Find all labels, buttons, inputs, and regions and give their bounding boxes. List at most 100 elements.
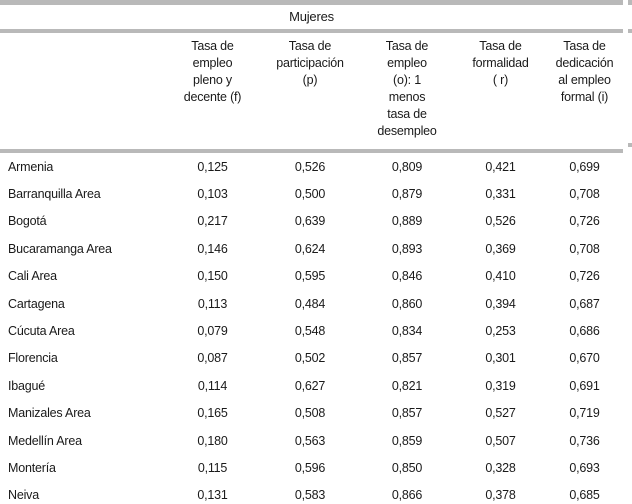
value-cell: 0,726 — [569, 269, 600, 284]
city-cell: Ibagué — [8, 378, 46, 393]
value-cell: 0,125 — [197, 159, 228, 174]
value-cell: 0,719 — [569, 406, 600, 421]
value-cell: 0,500 — [294, 187, 326, 202]
value-cell: 0,526 — [485, 214, 516, 229]
value-cell: 0,866 — [391, 488, 423, 503]
value-cell: 0,670 — [569, 351, 600, 366]
value-cell: 0,639 — [294, 214, 326, 229]
table-row: Medellín Area 0,180 0,563 0,859 0,507 0,736 — [0, 427, 623, 454]
value-cell: 0,708 — [569, 187, 600, 202]
header-tasa-empleo: Tasa de empleo (o): 1 menos tasa de dese… — [359, 33, 455, 153]
value-cell: 0,595 — [294, 269, 326, 284]
value-cell: 0,507 — [485, 433, 516, 448]
value-cell: 0,857 — [391, 351, 423, 366]
table-row: Cartagena 0,113 0,484 0,860 0,394 0,687 — [0, 290, 623, 317]
cropped-next-table-rule-sliver — [628, 29, 632, 33]
value-cell: 0,217 — [197, 214, 228, 229]
cropped-next-table-rule-sliver — [628, 0, 632, 5]
value-cell: 0,319 — [485, 378, 516, 393]
table-header: Tasa de empleo pleno y decente (f) Tasa … — [0, 33, 623, 153]
value-cell: 0,687 — [569, 296, 600, 311]
value-cell: 0,693 — [569, 460, 600, 475]
value-cell: 0,087 — [197, 351, 228, 366]
value-cell: 0,180 — [197, 433, 228, 448]
city-cell: Cali Area — [8, 269, 57, 284]
value-cell: 0,624 — [294, 241, 326, 256]
table-row: Manizales Area 0,165 0,508 0,857 0,527 0,719 — [0, 400, 623, 427]
title-separator-rule — [0, 29, 623, 33]
city-cell: Florencia — [8, 351, 58, 366]
value-cell: 0,879 — [391, 187, 423, 202]
value-cell: 0,103 — [197, 187, 228, 202]
value-cell: 0,526 — [294, 159, 326, 174]
value-cell: 0,893 — [391, 241, 423, 256]
table-row: Montería 0,115 0,596 0,850 0,328 0,693 — [0, 454, 623, 481]
table-row: Bogotá 0,217 0,639 0,889 0,526 0,726 — [0, 208, 623, 235]
value-cell: 0,508 — [294, 406, 326, 421]
table-row: Cúcuta Area 0,079 0,548 0,834 0,253 0,686 — [0, 317, 623, 344]
value-cell: 0,708 — [569, 241, 600, 256]
table-row: Florencia 0,087 0,502 0,857 0,301 0,670 — [0, 345, 623, 372]
value-cell: 0,850 — [391, 460, 423, 475]
table-row: Barranquilla Area 0,103 0,500 0,879 0,331 0,7… — [0, 180, 623, 207]
value-cell: 0,484 — [294, 296, 326, 311]
value-cell: 0,859 — [391, 433, 423, 448]
value-cell: 0,253 — [485, 324, 516, 339]
value-cell: 0,369 — [485, 241, 516, 256]
table-row: Neiva 0,131 0,583 0,866 0,378 0,685 — [0, 482, 623, 504]
value-cell: 0,726 — [569, 214, 600, 229]
city-cell: Barranquilla Area — [8, 187, 101, 202]
table-row: Ibagué 0,114 0,627 0,821 0,319 0,691 — [0, 372, 623, 399]
table-body: Armenia 0,125 0,526 0,809 0,421 0,699 Barranqu… — [0, 151, 623, 504]
header-tasa-empleo-pleno: Tasa de empleo pleno y decente (f) — [164, 33, 261, 153]
header-tasa-dedicacion: Tasa de dedicación al empleo formal (i) — [546, 33, 623, 153]
value-cell: 0,114 — [197, 378, 228, 393]
table-row: Armenia 0,125 0,526 0,809 0,421 0,699 — [0, 151, 623, 180]
value-cell: 0,331 — [485, 187, 516, 202]
city-cell: Bucaramanga Area — [8, 241, 112, 256]
value-cell: 0,821 — [391, 378, 423, 393]
value-cell: 0,691 — [569, 378, 600, 393]
value-cell: 0,846 — [391, 269, 423, 284]
value-cell: 0,857 — [391, 406, 423, 421]
top-rule — [0, 0, 623, 5]
value-cell: 0,165 — [197, 406, 228, 421]
mujeres-data-table: Tasa de empleo pleno y decente (f) Tasa … — [0, 33, 623, 504]
city-cell: Medellín Area — [8, 433, 82, 448]
value-cell: 0,301 — [485, 351, 516, 366]
header-city — [0, 33, 164, 153]
city-cell: Manizales Area — [8, 406, 91, 421]
value-cell: 0,328 — [485, 460, 516, 475]
table-title: Mujeres — [289, 9, 334, 24]
value-cell: 0,502 — [294, 351, 326, 366]
value-cell: 0,394 — [485, 296, 516, 311]
value-cell: 0,736 — [569, 433, 600, 448]
value-cell: 0,686 — [569, 324, 600, 339]
cropped-next-table-rule-sliver — [628, 143, 632, 147]
value-cell: 0,378 — [485, 488, 516, 503]
value-cell: 0,563 — [294, 433, 326, 448]
city-cell: Montería — [8, 460, 56, 475]
value-cell: 0,410 — [485, 269, 516, 284]
value-cell: 0,809 — [391, 159, 423, 174]
value-cell: 0,421 — [485, 159, 516, 174]
header-tasa-formalidad: Tasa de formalidad ( r) — [455, 33, 546, 153]
value-cell: 0,889 — [391, 214, 423, 229]
value-cell: 0,860 — [391, 296, 423, 311]
table-row: Bucaramanga Area 0,146 0,624 0,893 0,369 0,70… — [0, 235, 623, 262]
value-cell: 0,150 — [197, 269, 228, 284]
value-cell: 0,583 — [294, 488, 326, 503]
city-cell: Cartagena — [8, 296, 65, 311]
city-cell: Cúcuta Area — [8, 324, 75, 339]
header-tasa-participacion: Tasa de participación (p) — [261, 33, 359, 153]
value-cell: 0,079 — [197, 324, 228, 339]
value-cell: 0,685 — [569, 488, 600, 503]
value-cell: 0,527 — [485, 406, 516, 421]
city-cell: Bogotá — [8, 214, 47, 229]
value-cell: 0,146 — [197, 241, 228, 256]
value-cell: 0,113 — [197, 296, 228, 311]
value-cell: 0,596 — [294, 460, 326, 475]
value-cell: 0,699 — [569, 159, 600, 174]
value-cell: 0,131 — [197, 488, 228, 503]
